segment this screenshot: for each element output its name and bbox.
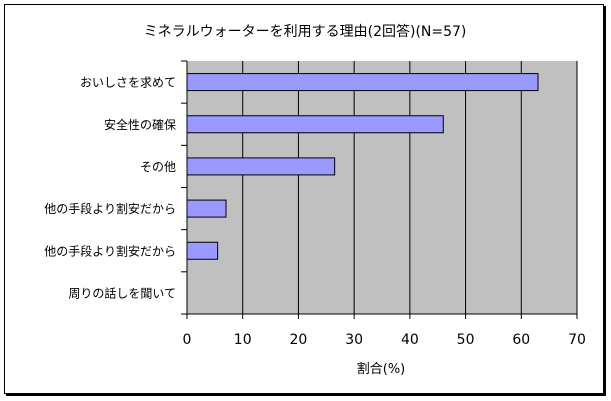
bar	[186, 199, 227, 218]
x-tick-label: 0	[183, 332, 192, 348]
bar	[186, 241, 219, 260]
category-labels: おいしさを求めて安全性の確保その他他の手段より割安だから他の手段より割安だから周…	[44, 76, 176, 301]
x-tick-label: 20	[290, 332, 308, 348]
bar	[186, 115, 444, 134]
x-tick-labels: 0 10 20 30 40 50 60 70	[183, 332, 586, 348]
x-tick-label: 40	[401, 332, 419, 348]
x-axis-label: 割合(%)	[357, 361, 406, 377]
x-tick-label: 50	[457, 332, 475, 348]
x-tick-label: 10	[234, 332, 252, 348]
category-label: その他	[140, 160, 176, 174]
category-label: 周りの話しを聞いて	[68, 285, 176, 300]
bars	[186, 73, 539, 260]
bar	[186, 157, 336, 176]
axes	[181, 60, 578, 319]
plot-area	[187, 61, 577, 314]
category-label: おいしさを求めて	[80, 76, 176, 90]
chart-title: ミネラルウォーターを利用する理由(2回答)(N=57)	[144, 23, 467, 40]
x-tick-label: 70	[568, 332, 586, 348]
category-label: 他の手段より割安だから	[44, 201, 176, 216]
category-label: 他の手段より割安だから	[44, 243, 176, 258]
bar	[186, 73, 539, 92]
category-label: 安全性の確保	[104, 117, 176, 132]
x-tick-label: 60	[512, 332, 530, 348]
x-tick-label: 30	[345, 332, 363, 348]
